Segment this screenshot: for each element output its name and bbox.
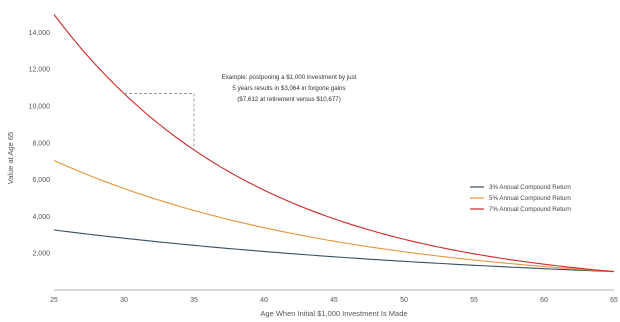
series-lines: [54, 14, 614, 271]
legend: 3% Annual Compound Return 5% Annual Compo…: [470, 184, 571, 213]
y-axis-ticks: 2,000 4,000 6,000 8,000 10,000 12,000 14,000: [29, 30, 51, 258]
series-line-3: [54, 14, 614, 271]
legend-label-3: 7% Annual Compound Return: [489, 206, 571, 213]
x-tick-label: 55: [470, 297, 478, 304]
annotation-line-3: ($7,612 at retirement versus $10,677): [237, 96, 341, 103]
x-axis-title: Age When Initial $1,000 Investment Is Ma…: [260, 309, 407, 318]
y-tick-label: 4,000: [32, 214, 50, 221]
annotation-line-1: Example: postponing a $1,000 investment …: [222, 74, 357, 81]
annotation-bracket: [124, 94, 194, 150]
x-tick-label: 65: [610, 297, 618, 304]
x-tick-label: 35: [190, 297, 198, 304]
legend-label-2: 5% Annual Compound Return: [489, 195, 571, 202]
y-tick-label: 12,000: [29, 67, 51, 74]
series-line-2: [54, 160, 614, 271]
annotation: Example: postponing a $1,000 investment …: [124, 74, 357, 150]
y-tick-label: 2,000: [32, 251, 50, 258]
y-tick-label: 14,000: [29, 30, 51, 37]
y-tick-label: 6,000: [32, 177, 50, 184]
x-tick-label: 50: [400, 297, 408, 304]
y-axis-title: Value at Age 65: [6, 132, 15, 184]
x-tick-label: 25: [50, 297, 58, 304]
x-tick-label: 30: [120, 297, 128, 304]
x-tick-label: 60: [540, 297, 548, 304]
legend-label-1: 3% Annual Compound Return: [489, 184, 571, 191]
annotation-line-2: 5 years results in $3,064 in forgone gai…: [232, 85, 345, 92]
x-tick-label: 45: [330, 297, 338, 304]
y-tick-label: 8,000: [32, 140, 50, 147]
x-tick-label: 40: [260, 297, 268, 304]
y-tick-label: 10,000: [29, 104, 51, 111]
x-axis-ticks: 25 30 35 40 45 50 55 60 65: [50, 297, 618, 304]
